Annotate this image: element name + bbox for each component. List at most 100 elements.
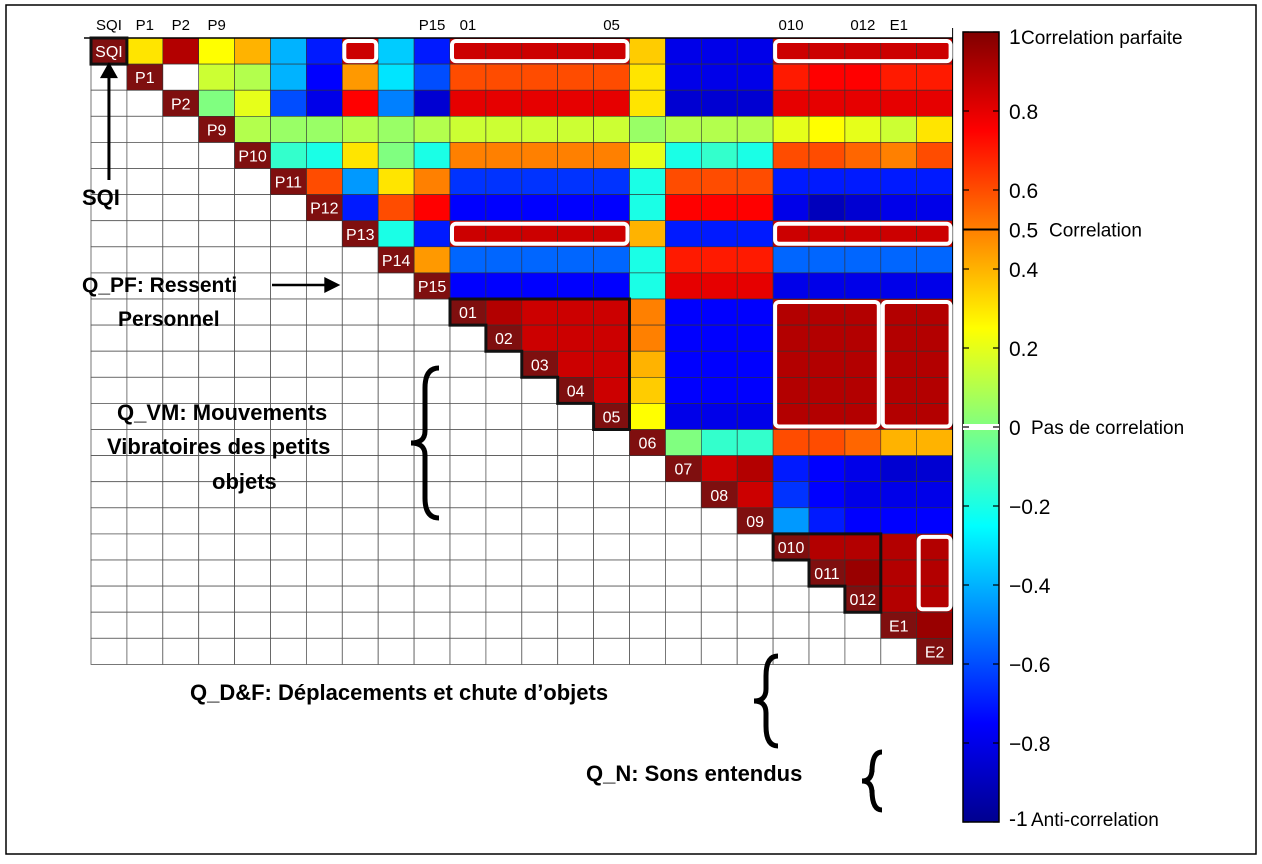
empty-cell bbox=[629, 455, 666, 483]
diagonal-cell bbox=[736, 507, 774, 535]
heatmap-cell bbox=[844, 168, 882, 195]
heatmap-cell bbox=[808, 63, 846, 91]
heatmap-cell bbox=[916, 429, 953, 456]
empty-cell bbox=[162, 220, 200, 248]
top-axis-label: 010 bbox=[779, 17, 804, 34]
empty-cell bbox=[521, 559, 559, 587]
heatmap-cell bbox=[449, 89, 487, 117]
diagonal-label: P13 bbox=[346, 227, 375, 244]
empty-cell bbox=[90, 350, 128, 378]
empty-cell bbox=[449, 559, 487, 587]
empty-cell bbox=[772, 611, 810, 639]
colorbar-tick-label: −0.6 bbox=[1009, 654, 1050, 677]
empty-cell bbox=[413, 324, 451, 352]
qvm-group-label-line2: Vibratoires des petits bbox=[107, 434, 330, 459]
colorbar-annotation: Pas de correlation bbox=[1031, 418, 1184, 439]
empty-cell bbox=[485, 402, 523, 430]
empty-cell bbox=[162, 115, 200, 143]
heatmap-cell bbox=[880, 168, 917, 195]
white-highlight-box bbox=[450, 221, 630, 246]
heatmap-cell bbox=[377, 63, 415, 91]
heatmap-cell bbox=[449, 194, 487, 222]
heatmap-cell bbox=[808, 507, 846, 535]
empty-cell bbox=[377, 376, 415, 404]
heatmap-cell bbox=[880, 350, 917, 378]
empty-cell bbox=[126, 455, 164, 483]
diagonal-label: P9 bbox=[207, 122, 227, 139]
heatmap-cell bbox=[880, 559, 917, 587]
heatmap-cell bbox=[700, 403, 738, 430]
empty-cell bbox=[126, 429, 164, 457]
empty-cell bbox=[665, 637, 702, 665]
top-axis-label: P15 bbox=[419, 17, 446, 34]
empty-cell bbox=[234, 611, 271, 639]
heatmap-cell bbox=[341, 89, 379, 117]
empty-cell bbox=[521, 611, 559, 639]
heatmap-cell bbox=[413, 220, 451, 248]
empty-cell bbox=[305, 611, 343, 639]
empty-cell bbox=[521, 585, 559, 613]
heatmap-cell bbox=[844, 89, 882, 117]
colorbar-tick-label: 0 bbox=[1009, 417, 1021, 440]
heatmap-cell bbox=[880, 376, 917, 404]
empty-cell bbox=[270, 220, 307, 248]
heatmap-cell bbox=[880, 246, 917, 274]
empty-cell bbox=[844, 637, 882, 665]
heatmap-cell bbox=[234, 37, 271, 65]
empty-cell bbox=[126, 611, 164, 639]
empty-cell bbox=[377, 429, 415, 457]
empty-cell bbox=[593, 611, 630, 639]
heatmap-cell bbox=[808, 142, 846, 169]
heatmap-cell bbox=[916, 116, 953, 143]
top-axis-label: E1 bbox=[890, 17, 908, 34]
empty-cell bbox=[736, 611, 774, 639]
empty-cell bbox=[593, 507, 630, 535]
heatmap-cell bbox=[916, 507, 953, 535]
heatmap-cell bbox=[808, 272, 846, 300]
heatmap-cell bbox=[413, 168, 451, 195]
heatmap-cell bbox=[700, 376, 738, 404]
empty-cell bbox=[126, 168, 164, 196]
empty-cell bbox=[485, 559, 523, 587]
empty-cell bbox=[593, 585, 630, 613]
heatmap-cell bbox=[665, 194, 702, 222]
heatmap-cell bbox=[844, 272, 882, 300]
heatmap-cell bbox=[270, 63, 307, 91]
qdf-group-label: Q_D&F: Déplacements et chute d’objets bbox=[190, 680, 608, 705]
heatmap-cell bbox=[593, 350, 630, 378]
heatmap-cell bbox=[772, 246, 810, 274]
group-outline bbox=[448, 297, 631, 431]
empty-cell bbox=[413, 533, 451, 561]
heatmap-cell bbox=[593, 89, 630, 117]
empty-cell bbox=[665, 507, 702, 535]
empty-cell bbox=[700, 559, 738, 587]
empty-cell bbox=[270, 611, 307, 639]
empty-cell bbox=[126, 350, 164, 378]
empty-cell bbox=[90, 402, 128, 430]
heatmap-cell bbox=[593, 142, 630, 169]
heatmap-cell bbox=[880, 533, 917, 561]
empty-cell bbox=[270, 402, 307, 430]
heatmap-cell bbox=[808, 533, 846, 561]
heatmap-cell bbox=[413, 142, 451, 169]
heatmap-cell bbox=[306, 168, 343, 195]
empty-cell bbox=[270, 507, 307, 535]
heatmap-cell bbox=[665, 168, 702, 195]
heatmap-cell bbox=[557, 324, 594, 352]
heatmap-cell bbox=[772, 89, 810, 117]
heatmap-cell bbox=[880, 481, 917, 509]
diagonal-label: 011 bbox=[814, 566, 840, 583]
empty-cell bbox=[557, 455, 595, 483]
heatmap-cell bbox=[557, 142, 594, 169]
diagonal-label: 03 bbox=[531, 357, 549, 374]
empty-cell bbox=[449, 637, 487, 665]
diagonal-cell bbox=[880, 611, 917, 639]
heatmap-cell bbox=[700, 142, 738, 169]
empty-cell bbox=[126, 559, 164, 587]
empty-cell bbox=[341, 324, 379, 352]
heatmap-cell bbox=[665, 89, 702, 117]
heatmap-cell bbox=[665, 220, 702, 248]
heatmap-cell bbox=[700, 429, 738, 456]
empty-cell bbox=[844, 611, 882, 639]
empty-cell bbox=[162, 481, 200, 509]
